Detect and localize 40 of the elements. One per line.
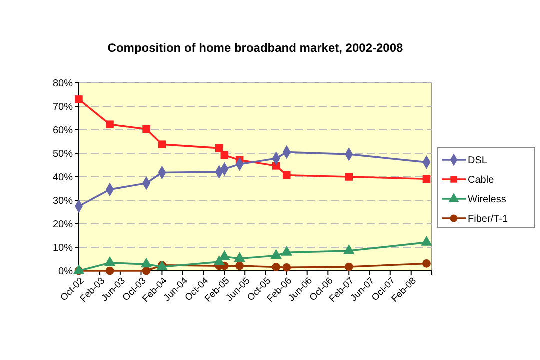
point: [343, 244, 355, 254]
point: [272, 263, 280, 272]
y-tick-label: 0%: [58, 266, 74, 278]
legend-label: DSL: [468, 156, 488, 166]
point: [106, 120, 114, 128]
point: [158, 140, 166, 148]
point: [73, 264, 85, 274]
y-tick-label: 70%: [52, 102, 74, 113]
y-tick-label: 10%: [52, 243, 74, 254]
point: [422, 260, 431, 268]
point: [142, 266, 151, 276]
point: [281, 246, 293, 256]
legend-label: Wireless: [468, 194, 506, 206]
point: [142, 125, 150, 134]
y-tick-label: 60%: [52, 126, 74, 136]
y-tick-label: 80%: [52, 78, 74, 90]
point: [345, 173, 353, 181]
point: [234, 252, 246, 262]
point: [270, 249, 282, 259]
point: [422, 175, 431, 183]
point: [344, 262, 354, 272]
point: [214, 256, 225, 266]
legend-label: Cable: [468, 175, 495, 186]
point: [421, 236, 432, 246]
point: [282, 264, 292, 272]
legend-label: Fiber/T-1: [468, 214, 508, 225]
point: [220, 152, 229, 160]
y-tick-label: 40%: [52, 172, 74, 184]
point: [215, 144, 224, 152]
point: [106, 266, 114, 276]
point: [283, 171, 291, 180]
point: [140, 258, 152, 268]
point: [75, 96, 83, 104]
point: [219, 250, 230, 260]
point: [104, 256, 116, 266]
y-tick-label: 20%: [52, 220, 74, 230]
point: [236, 262, 244, 270]
chart-title: Composition of home broadband market, 2002-2008: [108, 41, 404, 55]
y-tick-label: 30%: [52, 196, 74, 207]
y-tick-label: 50%: [52, 149, 74, 160]
